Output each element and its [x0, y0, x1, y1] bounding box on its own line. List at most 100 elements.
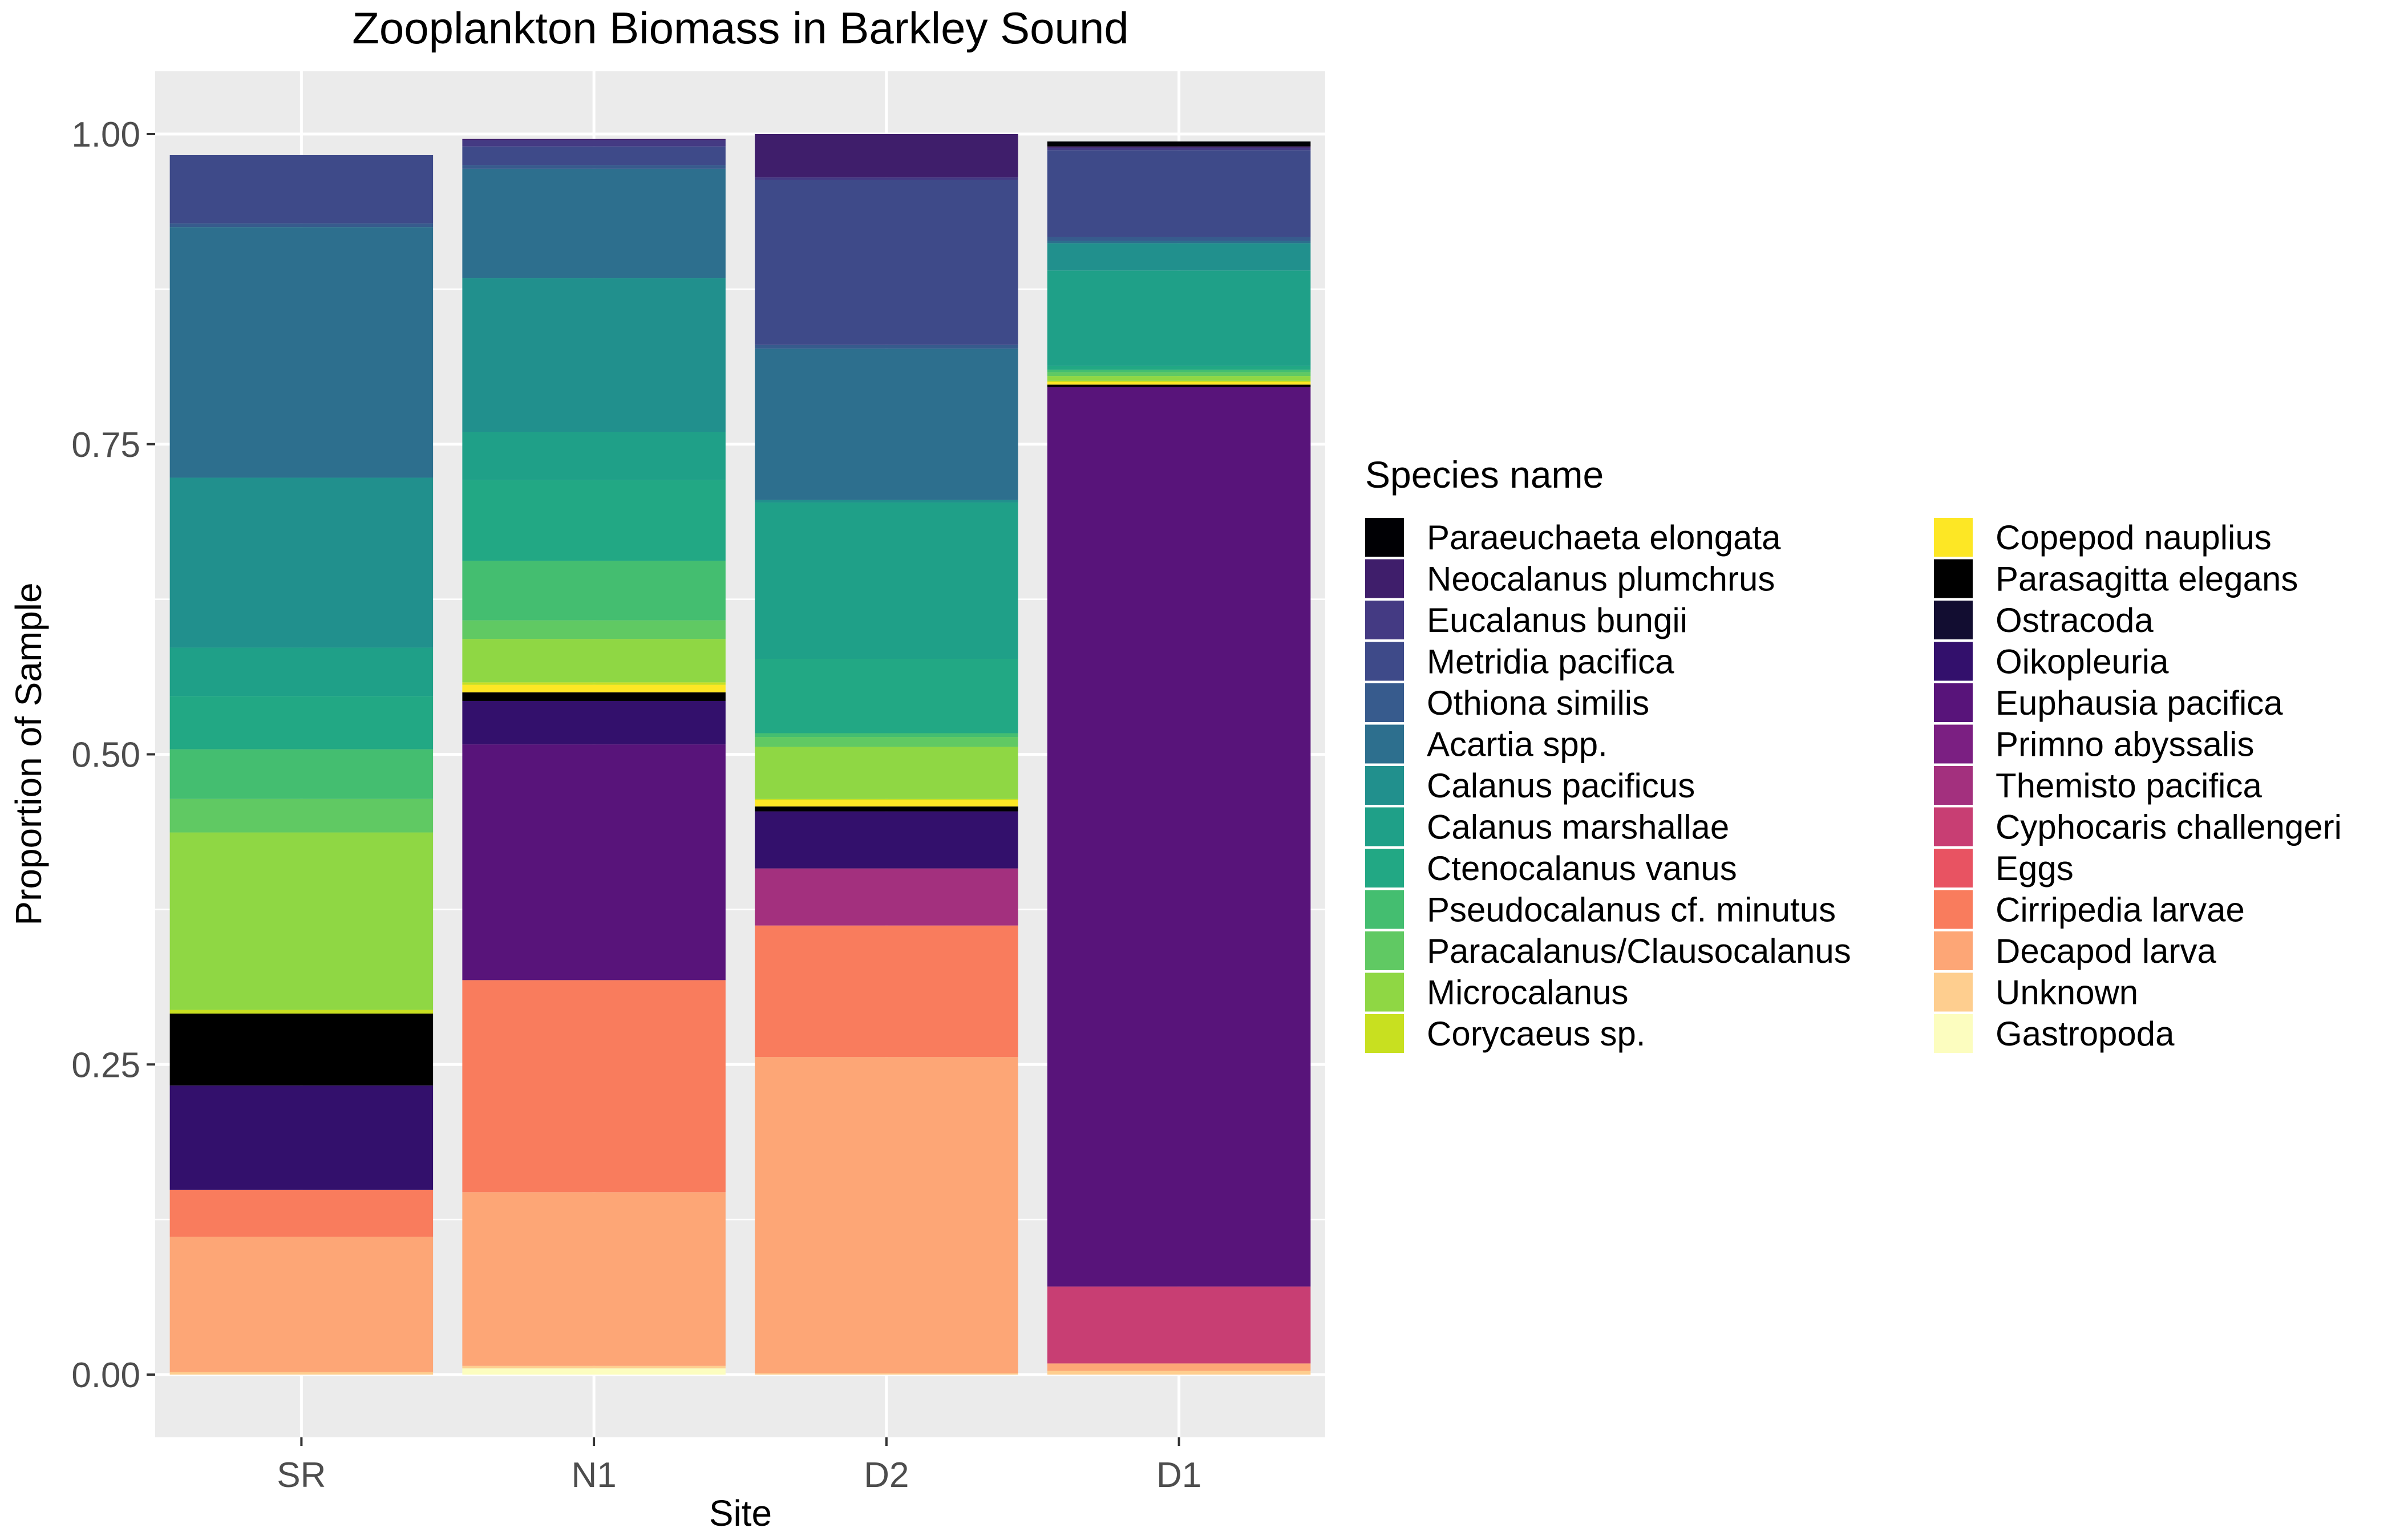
legend-swatch: [1934, 724, 1973, 764]
bar-segment-n1-paracalanus-clausocalanus: [462, 620, 726, 639]
legend-item: Oikopleuria: [1934, 642, 2169, 681]
legend-swatch: [1365, 1014, 1404, 1053]
legend-swatch: [1934, 807, 1973, 846]
legend-swatch: [1934, 518, 1973, 557]
legend-swatch: [1365, 807, 1404, 846]
x-tick-label: D2: [864, 1456, 909, 1495]
bar-segment-d2-unknown: [755, 1373, 1018, 1375]
bar-segment-d2-neocalanus-plumchrus: [755, 134, 1018, 178]
legend-label: Gastropoda: [1996, 1015, 2175, 1053]
legend-label: Euphausia pacifica: [1996, 684, 2283, 722]
y-tick-label: 0.25: [71, 1045, 140, 1085]
legend-title: Species name: [1365, 453, 1604, 496]
legend-swatch: [1934, 1014, 1973, 1053]
bar-segment-sr-metridia-pacifica: [169, 155, 434, 224]
legend-label: Metridia pacifica: [1427, 643, 1674, 681]
legend-swatch: [1365, 724, 1404, 764]
bar-segment-n1-corycaeus-sp: [462, 682, 726, 685]
legend-item: Parasagitta elegans: [1934, 559, 2298, 598]
legend-item: Gastropoda: [1934, 1014, 2175, 1053]
bar-segment-sr-calanus-marshallae: [169, 647, 434, 696]
bar-segment-d2-microcalanus: [755, 747, 1018, 799]
bar-segment-sr-othiona-similis: [169, 223, 434, 228]
bar-segment-d1-eucalanus-bungii: [1047, 147, 1311, 151]
legend-item: Eggs: [1934, 849, 2074, 887]
legend-swatch: [1365, 601, 1404, 639]
legend-label: Ctenocalanus vanus: [1427, 849, 1737, 887]
legend-item: Calanus marshallae: [1365, 807, 1729, 846]
bar-segment-d1-calanus-pacificus: [1047, 243, 1311, 271]
legend-item: Calanus pacificus: [1365, 766, 1695, 805]
legend-item: Corycaeus sp.: [1365, 1014, 1646, 1053]
legend-item: Paraeuchaeta elongata: [1365, 518, 1781, 557]
bar-segment-d1-ctenocalanus-vanus: [1047, 366, 1311, 370]
legend-item: Decapod larva: [1934, 931, 2217, 970]
bar-segment-n1-calanus-pacificus: [462, 278, 726, 432]
bar-segment-sr-unknown: [169, 1372, 434, 1375]
bar-segment-d2-decapod-larva: [755, 1057, 1018, 1373]
bar-segment-d2-metridia-pacifica: [755, 180, 1018, 345]
bar-segment-d1-euphausia-pacifica: [1047, 387, 1311, 1287]
y-tick-label: 0.75: [71, 425, 140, 465]
bar-segment-d1-parasagitta-elegans: [1047, 384, 1311, 387]
bar-segment-d1-microcalanus: [1047, 376, 1311, 381]
x-axis: SR N1 D2 D1: [277, 1437, 1201, 1495]
legend-item: Neocalanus plumchrus: [1365, 559, 1775, 598]
bar-segment-n1-acartia-spp: [462, 168, 726, 278]
legend-label: Oikopleuria: [1996, 643, 2169, 681]
legend-label: Cirripedia larvae: [1996, 891, 2245, 929]
bar-segment-sr-calanus-pacificus: [169, 477, 434, 648]
bar-segment-d2-cirripedia-larvae: [755, 925, 1018, 1057]
legend-item: Themisto pacifica: [1934, 766, 2262, 805]
legend-label: Primno abyssalis: [1996, 726, 2255, 764]
bar-segment-d2-calanus-marshallae: [755, 502, 1018, 659]
legend-label: Paracalanus/Clausocalanus: [1427, 932, 1851, 970]
bar-segment-d1-copepod-nauplius: [1047, 382, 1311, 385]
bar-segment-n1-pseudocalanus-cf-minutus: [462, 561, 726, 621]
legend-label: Corycaeus sp.: [1427, 1015, 1646, 1053]
legend-item: Acartia spp.: [1365, 724, 1608, 764]
legend-item: Paracalanus/Clausocalanus: [1365, 931, 1851, 970]
bar-segment-n1-metridia-pacifica: [462, 146, 726, 165]
x-tick-label: SR: [277, 1456, 326, 1495]
legend-label: Eggs: [1996, 849, 2074, 887]
legend-swatch: [1934, 683, 1973, 722]
legend-swatch: [1934, 931, 1973, 970]
bar-segment-sr-ctenocalanus-vanus: [169, 696, 434, 749]
legend-item: Eucalanus bungii: [1365, 601, 1687, 639]
legend-swatch: [1365, 766, 1404, 805]
legend-label: Othiona similis: [1427, 684, 1649, 722]
y-axis-label: Proportion of Sample: [8, 582, 49, 925]
bar-segment-d1-othiona-similis: [1047, 237, 1311, 241]
bar-segment-d1-paraeuchaeta-elongata: [1047, 141, 1311, 147]
legend-swatch: [1934, 601, 1973, 639]
legend-label: Ostracoda: [1996, 601, 2154, 639]
bars: [169, 134, 1311, 1375]
bar-segment-d2-eucalanus-bungii: [755, 177, 1018, 180]
legend-label: Copepod nauplius: [1996, 518, 2272, 557]
legend-item: Ctenocalanus vanus: [1365, 849, 1737, 887]
bar-segment-d2-acartia-spp: [755, 348, 1018, 500]
bar-segment-d1-corycaeus-sp: [1047, 380, 1311, 382]
bar-segment-n1-copepod-nauplius: [462, 684, 726, 692]
legend-item: Cirripedia larvae: [1934, 890, 2245, 929]
legend-item: Ostracoda: [1934, 601, 2154, 639]
legend-swatch: [1934, 642, 1973, 681]
legend-label: Acartia spp.: [1427, 726, 1608, 764]
bar-segment-n1-neocalanus-plumchrus: [462, 139, 726, 140]
legend-label: Pseudocalanus cf. minutus: [1427, 891, 1836, 929]
y-tick-label: 0.00: [71, 1356, 140, 1395]
x-tick-label: D1: [1156, 1456, 1201, 1495]
legend-item: Primno abyssalis: [1934, 724, 2255, 764]
bar-segment-n1-microcalanus: [462, 639, 726, 683]
bar-segment-n1-cirripedia-larvae: [462, 980, 726, 1193]
bar-segment-d1-neocalanus-plumchrus: [1047, 146, 1311, 148]
legend-item: Metridia pacifica: [1365, 642, 1674, 681]
legend-item: Pseudocalanus cf. minutus: [1365, 890, 1836, 929]
bar-segment-n1-eucalanus-bungii: [462, 140, 726, 147]
bar-segment-n1-othiona-similis: [462, 165, 726, 169]
bar-segment-d2-themisto-pacifica: [755, 868, 1018, 926]
bar-segment-sr-parasagitta-elegans: [169, 1014, 434, 1086]
legend-swatch: [1365, 518, 1404, 557]
bar-segment-n1-oikopleuria: [462, 700, 726, 745]
